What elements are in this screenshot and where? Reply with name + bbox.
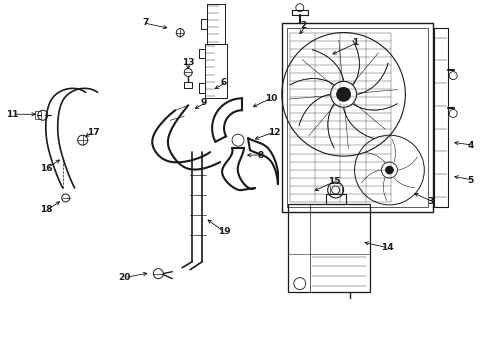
Text: 8: 8 <box>258 150 264 159</box>
Text: 2: 2 <box>299 21 305 30</box>
Text: 12: 12 <box>267 128 280 137</box>
Text: 20: 20 <box>118 273 130 282</box>
Text: 14: 14 <box>381 243 393 252</box>
Text: 5: 5 <box>466 176 472 185</box>
Text: 16: 16 <box>40 163 53 172</box>
Text: 7: 7 <box>142 18 148 27</box>
Text: 3: 3 <box>427 197 433 206</box>
Text: 11: 11 <box>6 110 19 119</box>
Text: 4: 4 <box>466 141 472 150</box>
Text: 1: 1 <box>351 38 357 47</box>
Text: 18: 18 <box>40 206 53 215</box>
Text: 10: 10 <box>264 94 277 103</box>
Circle shape <box>385 166 393 174</box>
Text: 6: 6 <box>220 78 226 87</box>
Text: 13: 13 <box>182 58 194 67</box>
Text: 9: 9 <box>200 98 206 107</box>
Text: 15: 15 <box>327 177 340 186</box>
Circle shape <box>336 87 350 101</box>
Text: 17: 17 <box>86 128 99 137</box>
Text: 19: 19 <box>218 227 230 236</box>
